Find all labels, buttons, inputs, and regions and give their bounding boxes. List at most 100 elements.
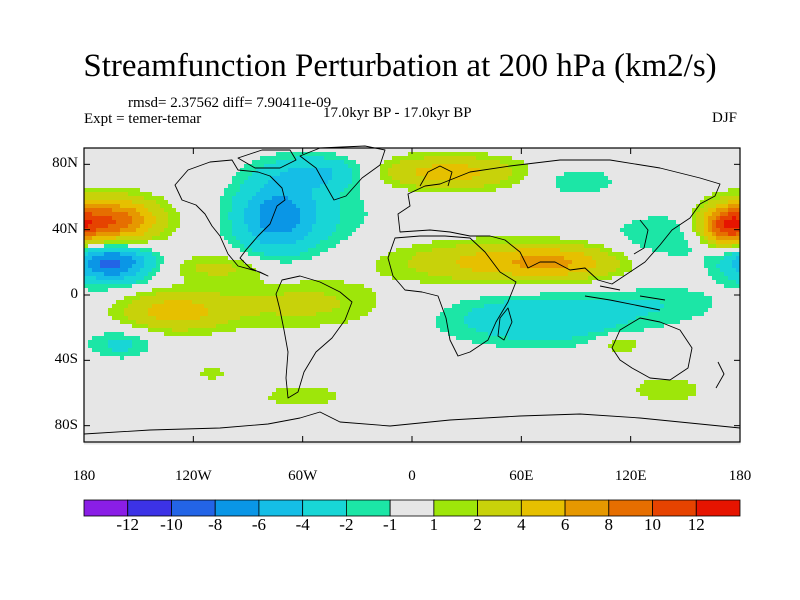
- field-cell: [488, 196, 493, 201]
- field-cell: [644, 220, 649, 225]
- field-cell: [264, 152, 269, 157]
- field-cell: [456, 200, 461, 205]
- field-cell: [104, 212, 109, 217]
- field-cell: [160, 216, 165, 221]
- field-cell: [560, 168, 565, 173]
- field-cell: [524, 192, 529, 197]
- field-cell: [332, 164, 337, 169]
- field-cell: [472, 164, 477, 169]
- field-cell: [232, 256, 237, 261]
- field-cell: [324, 220, 329, 225]
- field-cell: [572, 232, 577, 237]
- field-cell: [408, 160, 413, 165]
- field-cell: [300, 168, 305, 173]
- field-cell: [204, 224, 209, 229]
- field-cell: [448, 200, 453, 205]
- field-cell: [604, 244, 609, 249]
- field-cell: [292, 244, 297, 249]
- field-cell: [128, 208, 133, 213]
- field-cell: [312, 188, 317, 193]
- field-cell: [628, 236, 633, 241]
- field-cell: [292, 192, 297, 197]
- field-cell: [392, 204, 397, 209]
- field-cell: [712, 168, 717, 173]
- field-cell: [316, 240, 321, 245]
- field-cell: [664, 208, 669, 213]
- field-cell: [452, 212, 457, 217]
- field-cell: [148, 204, 153, 209]
- field-cell: [324, 164, 329, 169]
- field-cell: [492, 260, 497, 265]
- field-cell: [364, 252, 369, 257]
- field-cell: [100, 156, 105, 161]
- field-cell: [324, 228, 329, 233]
- field-cell: [640, 236, 645, 241]
- field-cell: [112, 188, 117, 193]
- field-cell: [176, 220, 181, 225]
- field-cell: [396, 156, 401, 161]
- field-cell: [420, 160, 425, 165]
- field-cell: [332, 228, 337, 233]
- field-cell: [304, 236, 309, 241]
- field-cell: [296, 228, 301, 233]
- field-cell: [716, 204, 721, 209]
- field-cell: [488, 264, 493, 269]
- field-cell: [604, 224, 609, 229]
- field-cell: [336, 212, 341, 217]
- field-cell: [440, 220, 445, 225]
- field-cell: [204, 152, 209, 157]
- field-cell: [660, 200, 665, 205]
- field-cell: [556, 252, 561, 257]
- field-cell: [596, 232, 601, 237]
- field-cell: [136, 208, 141, 213]
- field-cell: [280, 244, 285, 249]
- field-cell: [348, 240, 353, 245]
- field-cell: [664, 176, 669, 181]
- field-cell: [232, 216, 237, 221]
- field-cell: [404, 180, 409, 185]
- field-cell: [728, 152, 733, 157]
- field-cell: [356, 188, 361, 193]
- field-cell: [452, 152, 457, 157]
- field-cell: [368, 172, 373, 177]
- field-cell: [584, 168, 589, 173]
- field-cell: [412, 208, 417, 213]
- field-cell: [472, 148, 477, 153]
- field-cell: [348, 220, 353, 225]
- field-cell: [480, 172, 485, 177]
- field-cell: [84, 256, 89, 261]
- field-cell: [556, 152, 561, 157]
- field-cell: [728, 164, 733, 169]
- field-cell: [452, 232, 457, 237]
- field-cell: [140, 172, 145, 177]
- field-cell: [164, 200, 169, 205]
- field-cell: [700, 156, 705, 161]
- field-cell: [124, 264, 129, 269]
- field-cell: [352, 220, 357, 225]
- field-cell: [624, 228, 629, 233]
- field-cell: [608, 256, 613, 261]
- field-cell: [564, 188, 569, 193]
- field-cell: [448, 212, 453, 217]
- field-cell: [380, 212, 385, 217]
- field-cell: [676, 184, 681, 189]
- field-cell: [452, 236, 457, 241]
- field-cell: [248, 148, 253, 153]
- field-cell: [352, 196, 357, 201]
- field-cell: [84, 156, 89, 161]
- field-cell: [544, 184, 549, 189]
- field-cell: [572, 220, 577, 225]
- field-cell: [660, 260, 665, 265]
- field-cell: [592, 172, 597, 177]
- field-cell: [700, 172, 705, 177]
- field-cell: [728, 156, 733, 161]
- field-cell: [292, 252, 297, 257]
- field-cell: [548, 172, 553, 177]
- field-cell: [192, 232, 197, 237]
- field-cell: [108, 180, 113, 185]
- field-cell: [688, 168, 693, 173]
- field-cell: [260, 264, 265, 269]
- field-cell: [236, 224, 241, 229]
- field-cell: [124, 220, 129, 225]
- field-cell: [552, 192, 557, 197]
